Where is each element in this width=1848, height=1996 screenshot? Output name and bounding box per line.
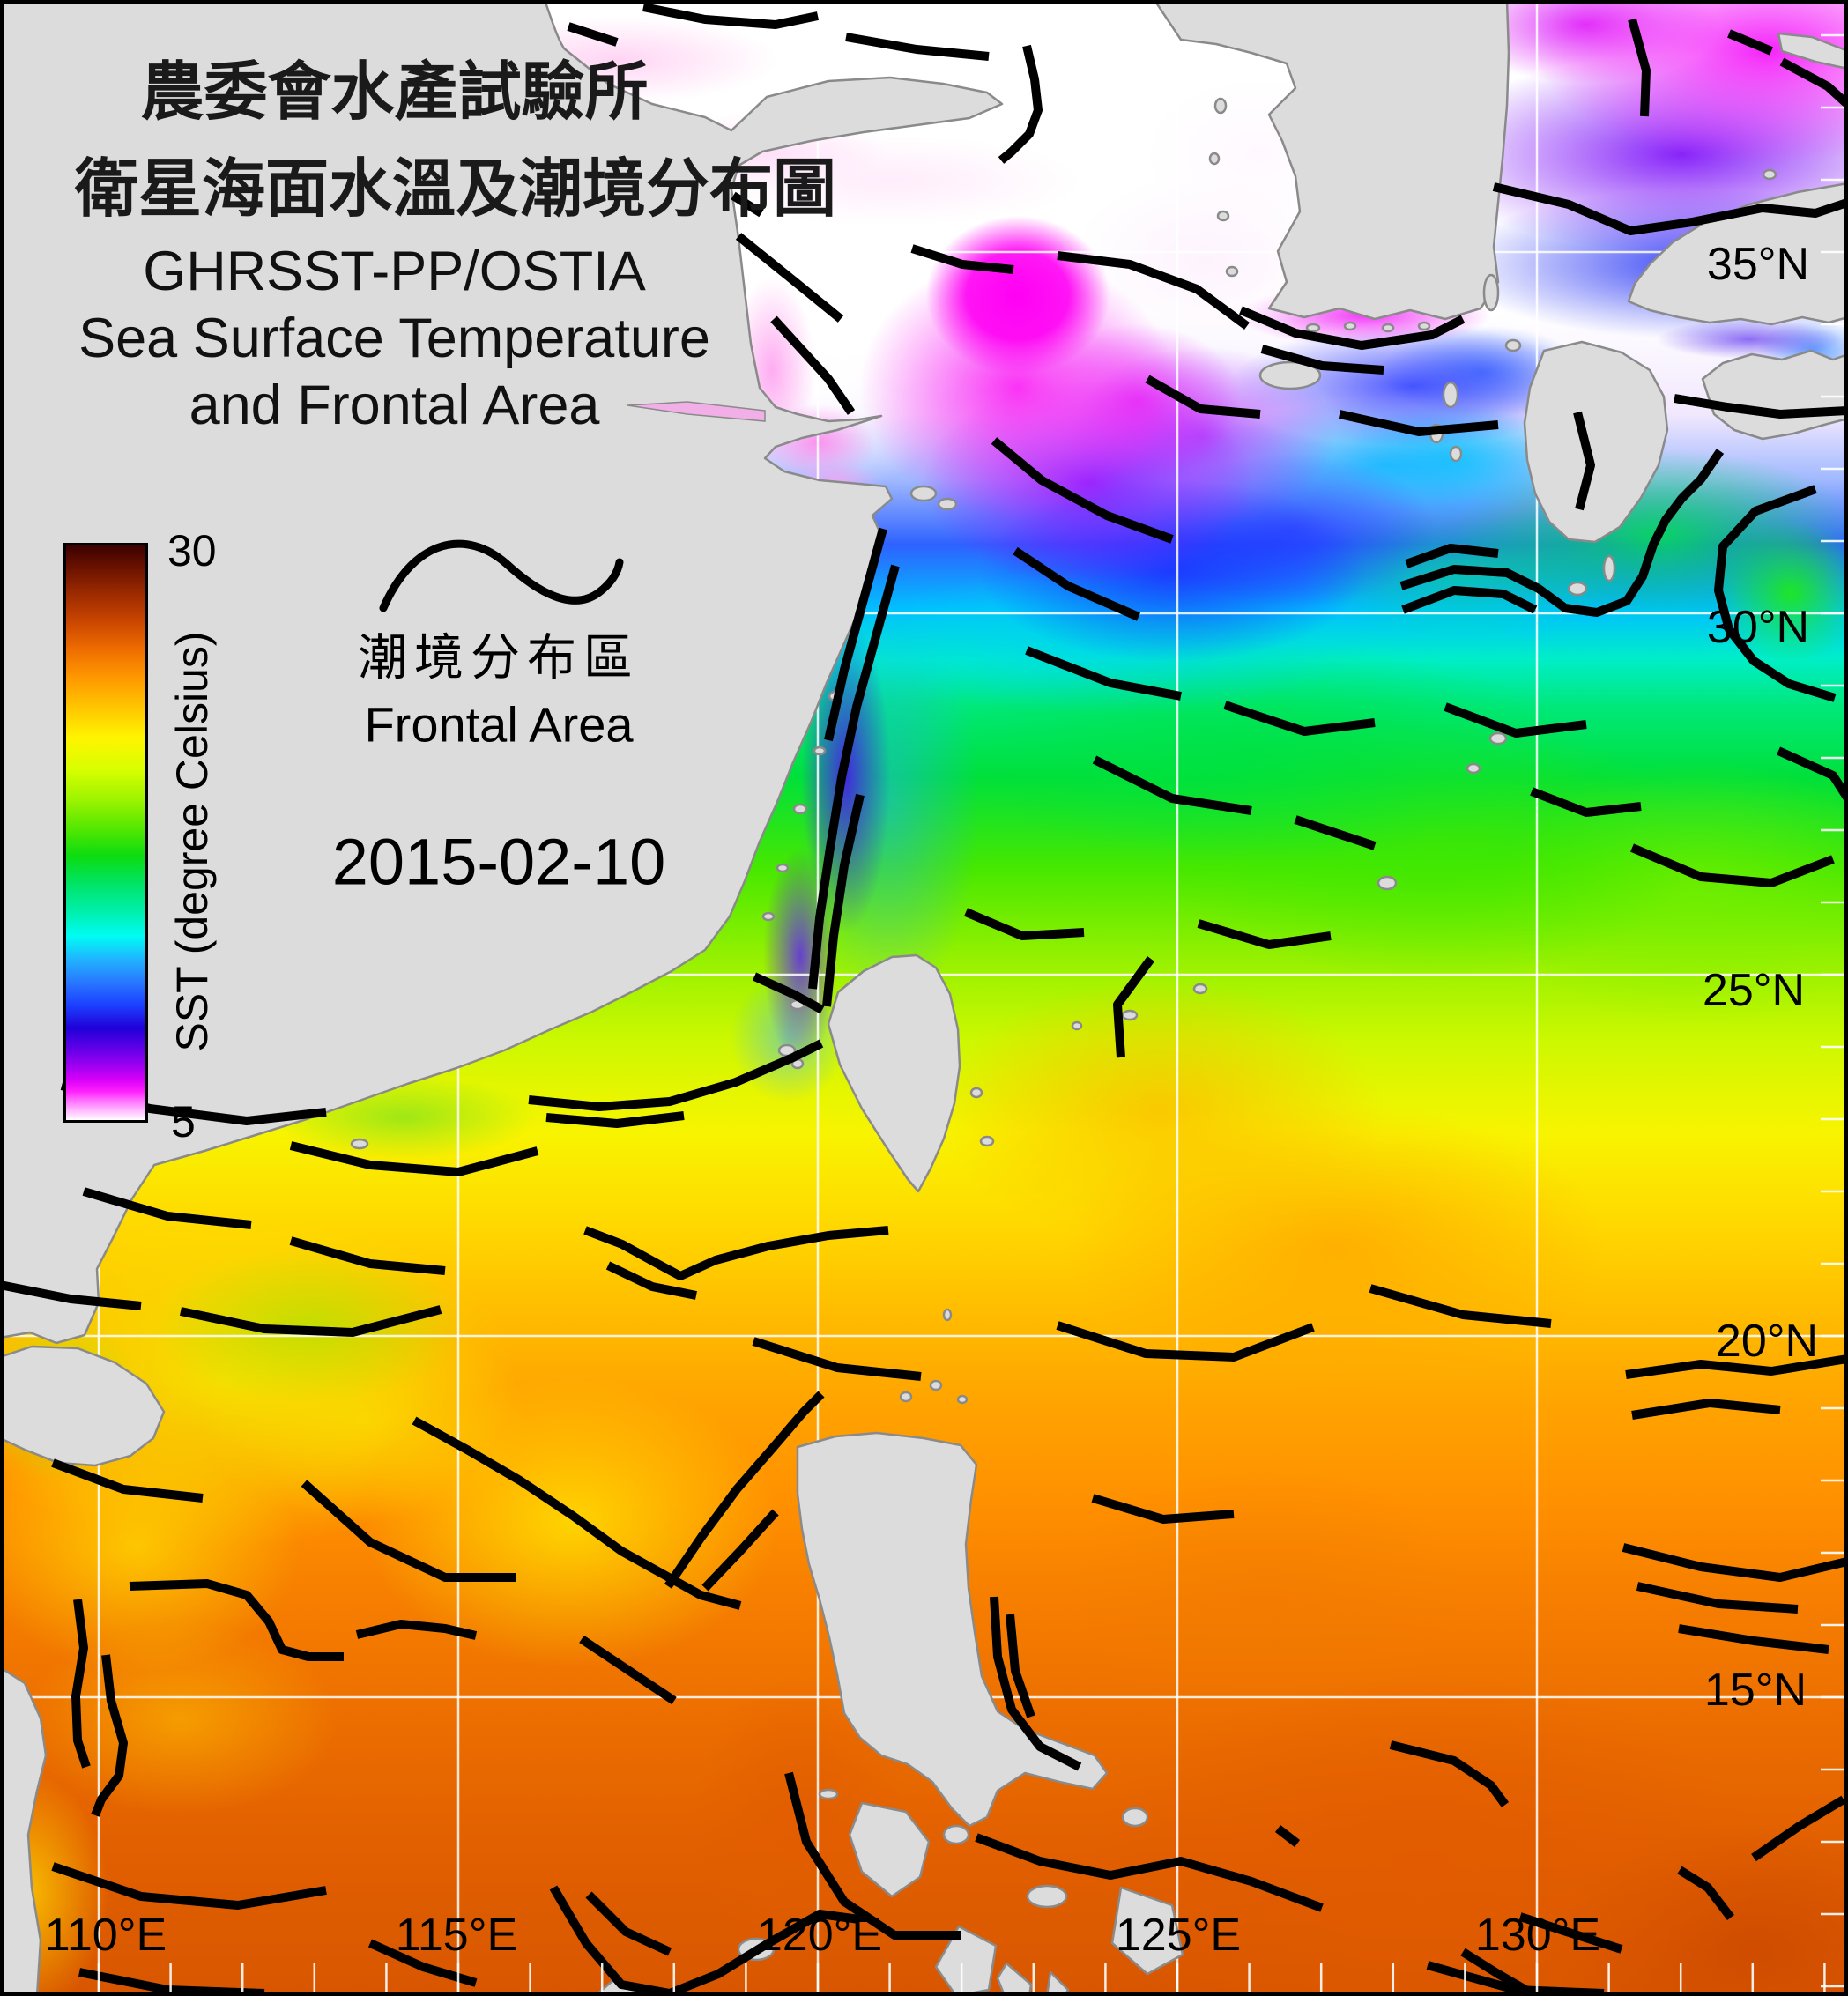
island-korea-w3 [1216,210,1230,222]
agency-title: 農委會水產試驗所 [140,57,649,128]
island-miyako [1192,983,1208,995]
land-korea [1153,0,1510,321]
longitude-label-115e: 115°E [395,1910,518,1961]
latitude-label-20n: 20°N [1715,1316,1819,1367]
island-babuyan-3 [956,1394,969,1405]
island-korea-w4 [1225,265,1239,278]
longitude-label-110e: 110°E [44,1910,167,1961]
island-speck [1762,168,1777,181]
title-sst-line: Sea Surface Temperature [78,308,710,369]
frontal-lines-layer [0,3,1848,1996]
island-yonaguni [1071,1020,1083,1031]
latitude-label-15n: 15°N [1703,1665,1807,1716]
island-yakushima [1567,581,1588,597]
island-babuyan-1 [899,1391,913,1403]
island-tsushima [1482,273,1500,312]
land-shikoku [1701,349,1848,441]
island-amami [1488,731,1508,746]
land-cebu [1045,1970,1070,1996]
island-orchid [979,1135,995,1147]
island-marinduque [942,1824,970,1845]
island-tanegashima [1602,554,1616,582]
land-mindoro [848,1801,931,1898]
land-taiwan [827,953,961,1193]
legend-frontal-zh: 潮境分布區 [358,629,640,686]
latitude-label-35n: 35°N [1706,239,1810,290]
legend-frontal-en: Frontal Area [364,696,634,753]
island-jeju [1258,360,1322,390]
land-samar [1110,1886,1184,1976]
island-fujian-3 [792,803,808,815]
island-fujian-4 [776,863,790,873]
frontal-line-icon [379,539,624,612]
island-babuyan-2 [929,1379,943,1391]
island-fujian-2 [813,746,827,756]
island-batanes [942,1308,953,1322]
colorbar-max-label: 30 [167,526,217,575]
product-name: GHRSST-PP/OSTIA [143,241,646,302]
island-green [969,1087,983,1099]
island-zhoushan-1 [909,485,938,502]
island-iki [1504,338,1522,352]
colorbar-min-label: 5 [171,1097,196,1146]
island-korea-s4 [1417,321,1431,331]
island-korea-s2 [1343,321,1357,331]
land-kyushu [1523,340,1669,544]
land-negros [996,1962,1033,1996]
land-luzon [796,1431,1109,1828]
land-hainan [0,1345,166,1467]
yangtze-river [627,401,766,422]
land-china [0,0,1004,1345]
latitude-label-25n: 25°N [1702,965,1806,1016]
island-okinawa [1377,875,1398,891]
island-fujian-5 [761,911,776,922]
sst-colorbar [63,543,148,1123]
island-amami-2 [1466,762,1481,775]
island-korea-w1 [1213,97,1228,115]
island-ishigaki [1121,1009,1139,1021]
longitude-label-130e: 130°E [1474,1910,1601,1961]
island-korea-s1 [1305,323,1321,333]
title-block: 農委會水產試驗所 衛星海面水溫及潮境分布圖 GHRSST-PP/OSTIA Se… [75,44,837,439]
latitude-label-30n: 30°N [1706,602,1810,653]
degree-ticks [97,33,1845,1993]
map-subtitle-zh: 衛星海面水溫及潮境分布圖 [75,154,837,225]
colorbar-axis-label: SST (degree Celsius) [167,631,217,1052]
island-masbate [1026,1884,1068,1909]
island-catanduanes [1121,1807,1149,1828]
land-honshu-north [1777,32,1848,70]
island-zhoushan-2 [937,497,958,511]
island-goto-3 [1449,445,1463,463]
island-korea-w2 [1208,152,1221,166]
title-frontal-line: and Frontal Area [189,375,600,436]
island-lubang [818,1788,839,1800]
land-vietnam [0,1666,48,1996]
longitude-label-120e: 120°E [756,1910,883,1961]
map-date: 2015-02-10 [331,825,666,899]
island-goto-1 [1442,381,1459,409]
longitude-label-125e: 125°E [1115,1910,1242,1961]
island-hongkong [350,1138,369,1150]
island-korea-s3 [1381,323,1395,333]
